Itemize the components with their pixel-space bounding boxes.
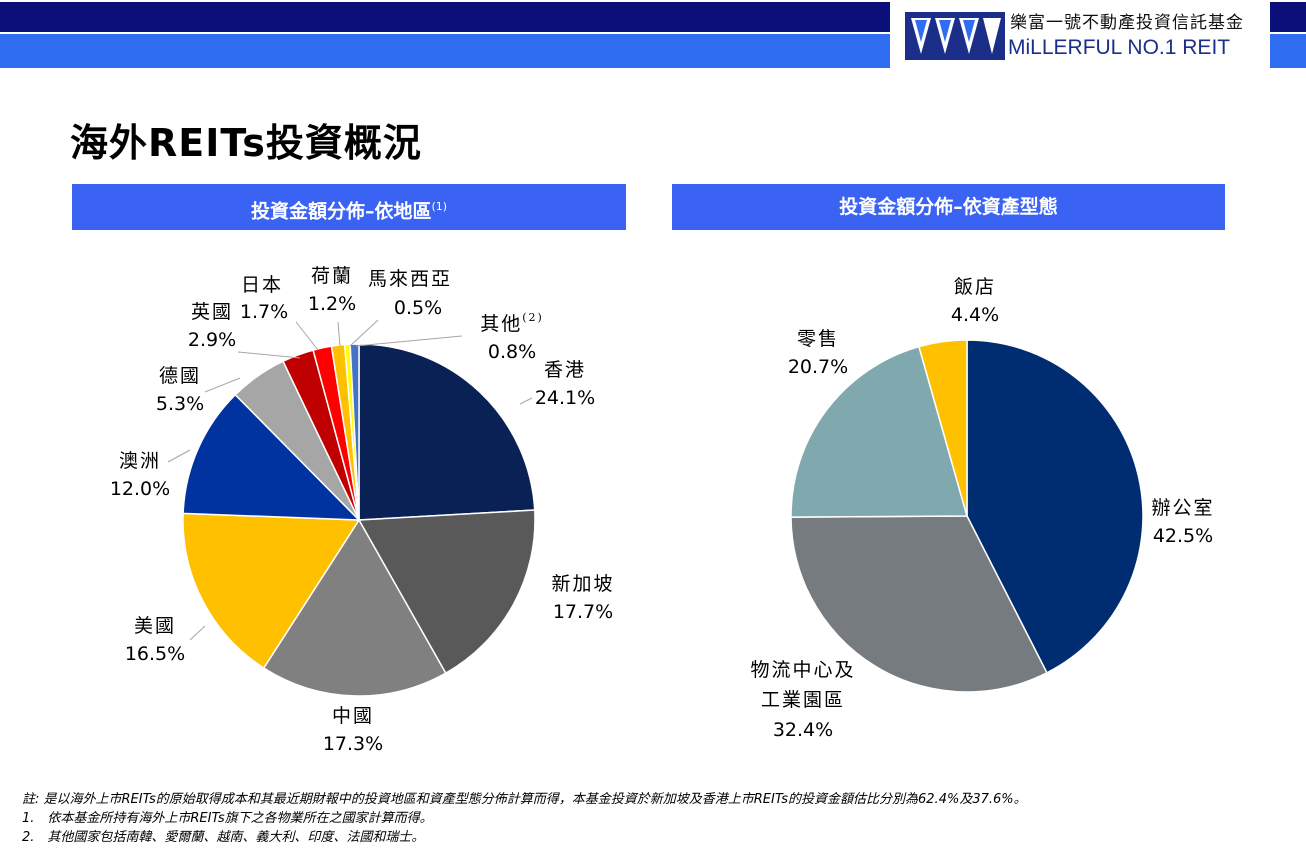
pie-label-1-1: 物流中心及 (750, 659, 855, 681)
pie-value-0-10: 0.8% (488, 341, 536, 363)
pie-slice-0-2 (262, 518, 447, 697)
pie-label-0-6: 英國 (191, 301, 233, 323)
pie-value-0-5: 5.3% (156, 393, 204, 415)
pie-labels-by-region: 香港 24.1% 新加坡 17.7% 中國 17.3% 美國 16.5% 澳洲 12.0% 德國 5.… (110, 265, 614, 755)
pie-label-0-10: 其他(2) (480, 311, 544, 335)
pie-value-1-1: 32.4% (773, 719, 833, 741)
header-band-blue (0, 34, 890, 68)
pie-label-1-0: 辦公室 (1151, 497, 1214, 519)
pie-slice-1-2 (790, 345, 968, 518)
pie-label-0-0: 香港 (544, 359, 586, 381)
pie-label-line2-1-1: 工業園區 (761, 689, 845, 711)
section-title-footnote-ref: (1) (431, 200, 448, 213)
pie-label-0-8: 荷蘭 (311, 265, 353, 287)
pie-slice-0-10 (349, 343, 360, 521)
leader-line-0-6 (237, 351, 301, 359)
footnote-main: 註: 是以海外上市REITs的原始取得成本和其最近期財報中的投資地區和資產型態分… (22, 792, 1027, 807)
leader-line-0-10 (355, 335, 463, 347)
pie-slice-0-0 (358, 343, 536, 521)
pie-value-0-9: 0.5% (394, 297, 442, 319)
header-band-blue-right (1270, 34, 1306, 68)
footnote-2: 2. 其他國家包括南韓、愛爾蘭、越南、義大利、印度、法國和瑞士。 (22, 830, 425, 845)
pie-label-0-9: 馬來西亞 (368, 268, 452, 290)
pie-label-0-1: 新加坡 (551, 573, 614, 595)
leader-line-0-8 (337, 321, 341, 347)
leader-line-0-0 (519, 397, 533, 405)
pie-value-0-4: 12.0% (110, 478, 170, 500)
pie-value-0-1: 17.7% (553, 601, 613, 623)
brand-name-chinese: 樂富一號不動產投資信託基金 (1010, 13, 1244, 33)
pie-value-0-2: 17.3% (323, 733, 383, 755)
section-title-by-region-text: 投資金額分佈–依地區 (250, 200, 432, 223)
pie-slice-1-1 (790, 515, 1048, 693)
leader-line-0-9 (349, 319, 379, 347)
pie-slice-0-4 (182, 393, 361, 521)
leader-line-0-4 (167, 449, 191, 463)
pie-slice-1-0 (966, 339, 1144, 674)
page-title: 海外REITs投資概況 (70, 121, 422, 165)
pie-chart-by-region (182, 343, 536, 697)
pie-value-0-3: 16.5% (125, 643, 185, 665)
pie-slice-0-3 (182, 512, 361, 670)
pie-slice-0-1 (357, 509, 536, 675)
header-band-dark-right (1270, 2, 1306, 32)
pie-slice-1-3 (918, 339, 968, 517)
pie-value-1-3: 4.4% (951, 304, 999, 326)
pie-chart-by-asset-type (790, 339, 1144, 693)
leader-line-0-5 (204, 377, 241, 393)
pie-label-1-2: 零售 (797, 328, 839, 350)
brand-logo-icon (905, 12, 1005, 60)
section-title-by-asset-type-text: 投資金額分佈–依資產型態 (839, 196, 1058, 218)
pie-value-0-8: 1.2% (308, 293, 356, 315)
section-title-by-region: 投資金額分佈–依地區(1) (72, 184, 626, 230)
pie-value-0-0: 24.1% (535, 387, 595, 409)
header-band-dark (0, 2, 890, 32)
pie-value-0-6: 2.9% (188, 329, 236, 351)
footnote-1: 1. 依本基金所持有海外上市REITs旗下之各物業所在之國家計算而得。 (22, 811, 433, 826)
pie-label-1-3: 飯店 (954, 276, 996, 298)
pie-label-0-3: 美國 (134, 615, 176, 637)
pie-label-0-7: 日本 (241, 274, 283, 296)
pie-label-0-2: 中國 (332, 705, 374, 727)
footnotes: 註: 是以海外上市REITs的原始取得成本和其最近期財報中的投資地區和資產型態分… (22, 790, 1027, 847)
pie-label-0-5: 德國 (159, 365, 201, 387)
leader-line-0-7 (295, 321, 319, 351)
pie-value-0-7: 1.7% (240, 301, 288, 323)
leader-line-0-3 (189, 625, 206, 641)
pie-value-1-0: 42.5% (1153, 525, 1213, 547)
brand-name-english: MiLLERFUL NO.1 REIT (1008, 36, 1231, 59)
pie-value-1-2: 20.7% (788, 356, 848, 378)
section-title-by-asset-type: 投資金額分佈–依資產型態 (672, 184, 1225, 230)
pie-label-0-4: 澳洲 (119, 450, 161, 472)
